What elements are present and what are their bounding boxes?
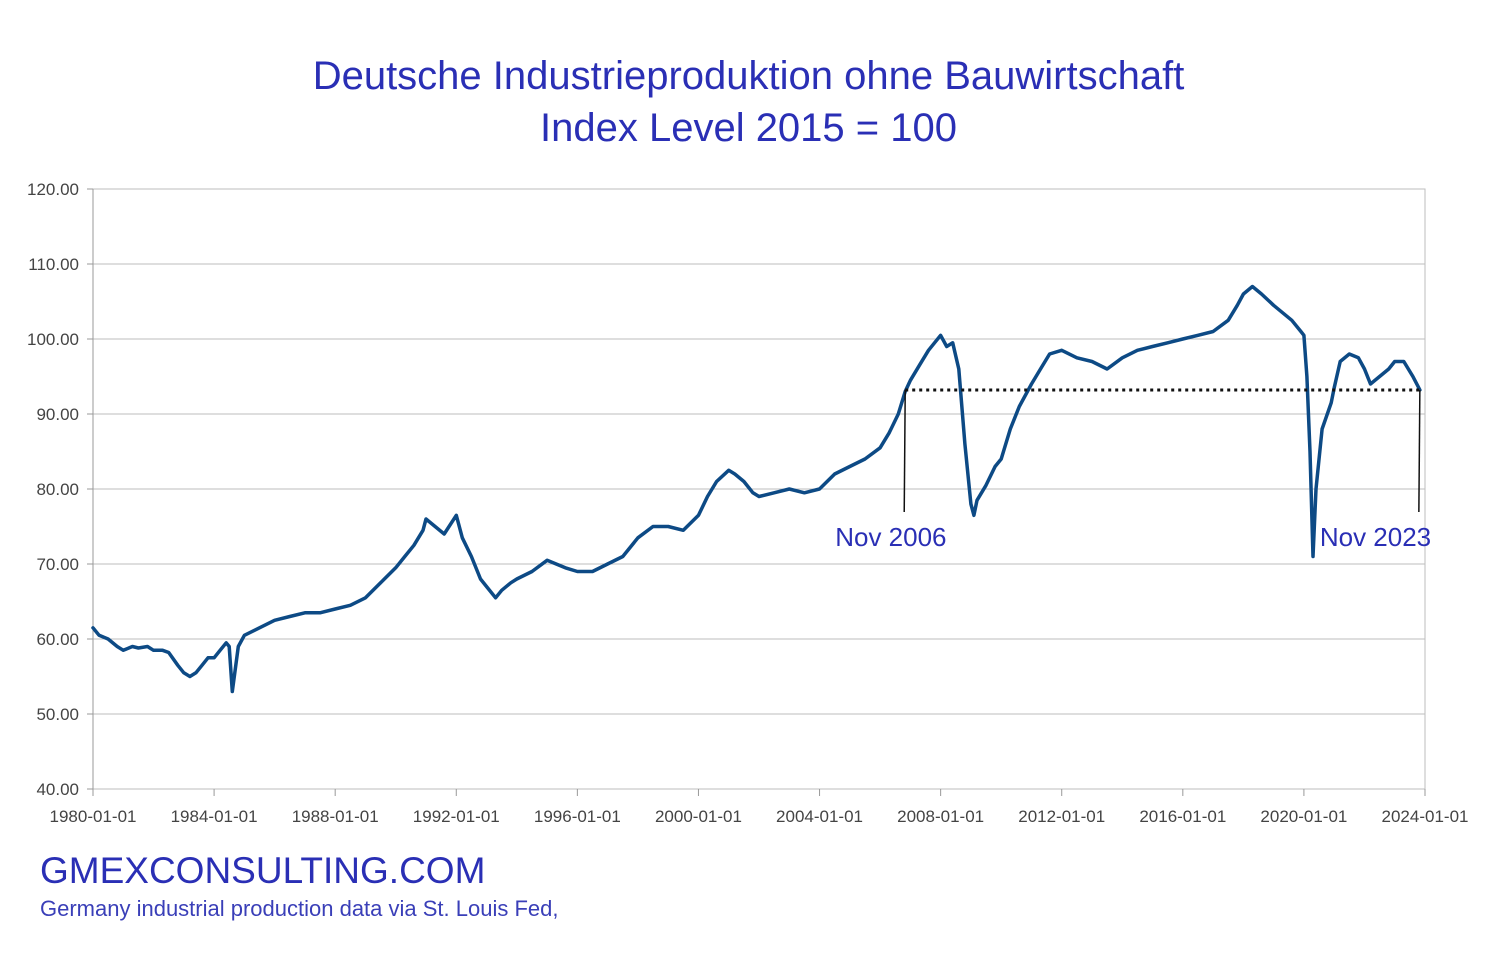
x-tick-label: 2024-01-01 xyxy=(1382,807,1469,826)
x-tick-label: 1996-01-01 xyxy=(534,807,621,826)
annotation-leader xyxy=(1418,389,1421,513)
chart-subtitle: Index Level 2015 = 100 xyxy=(539,106,957,150)
y-tick-label: 60.00 xyxy=(36,630,79,649)
annotation-leader xyxy=(903,389,906,513)
y-tick-label: 100.00 xyxy=(27,330,79,349)
y-tick-label: 110.00 xyxy=(28,255,79,274)
chart-title: Deutsche Industrieproduktion ohne Bauwir… xyxy=(312,54,1185,98)
y-tick-label: 80.00 xyxy=(36,480,79,499)
y-axis: 40.00 50.00 60.00 70.00 80.00 90.00 100.00 110.… xyxy=(27,180,94,799)
annotation-label: Nov 2006 xyxy=(835,522,946,552)
x-tick-label: 2016-01-01 xyxy=(1139,807,1226,826)
annotations: Nov 2006 Nov 2023 xyxy=(835,388,1431,552)
series-group xyxy=(91,284,1422,694)
y-tick-label: 40.00 xyxy=(36,780,79,799)
annotation-label: Nov 2023 xyxy=(1320,522,1431,552)
x-tick-label: 1988-01-01 xyxy=(292,807,379,826)
x-tick-label: 1980-01-01 xyxy=(50,807,137,826)
y-tick-label: 50.00 xyxy=(36,705,79,724)
x-axis: 1980-01-01 1984-01-01 1988-01-01 1992-01-01… xyxy=(50,789,1469,826)
brand-label: GMEXCONSULTING.COM xyxy=(40,850,486,891)
x-tick-label: 2020-01-01 xyxy=(1260,807,1347,826)
source-note: Germany industrial production data via S… xyxy=(40,896,559,921)
x-tick-label: 2012-01-01 xyxy=(1018,807,1105,826)
x-tick-label: 2008-01-01 xyxy=(897,807,984,826)
y-tick-label: 120.00 xyxy=(27,180,79,199)
y-tick-label: 90.00 xyxy=(36,405,79,424)
x-tick-label: 1992-01-01 xyxy=(413,807,500,826)
x-tick-label: 2004-01-01 xyxy=(776,807,863,826)
x-tick-label: 2000-01-01 xyxy=(655,807,742,826)
series-line xyxy=(91,284,1422,694)
y-tick-label: 70.00 xyxy=(36,555,79,574)
grid-lines xyxy=(92,188,1426,790)
x-tick-label: 1984-01-01 xyxy=(171,807,258,826)
